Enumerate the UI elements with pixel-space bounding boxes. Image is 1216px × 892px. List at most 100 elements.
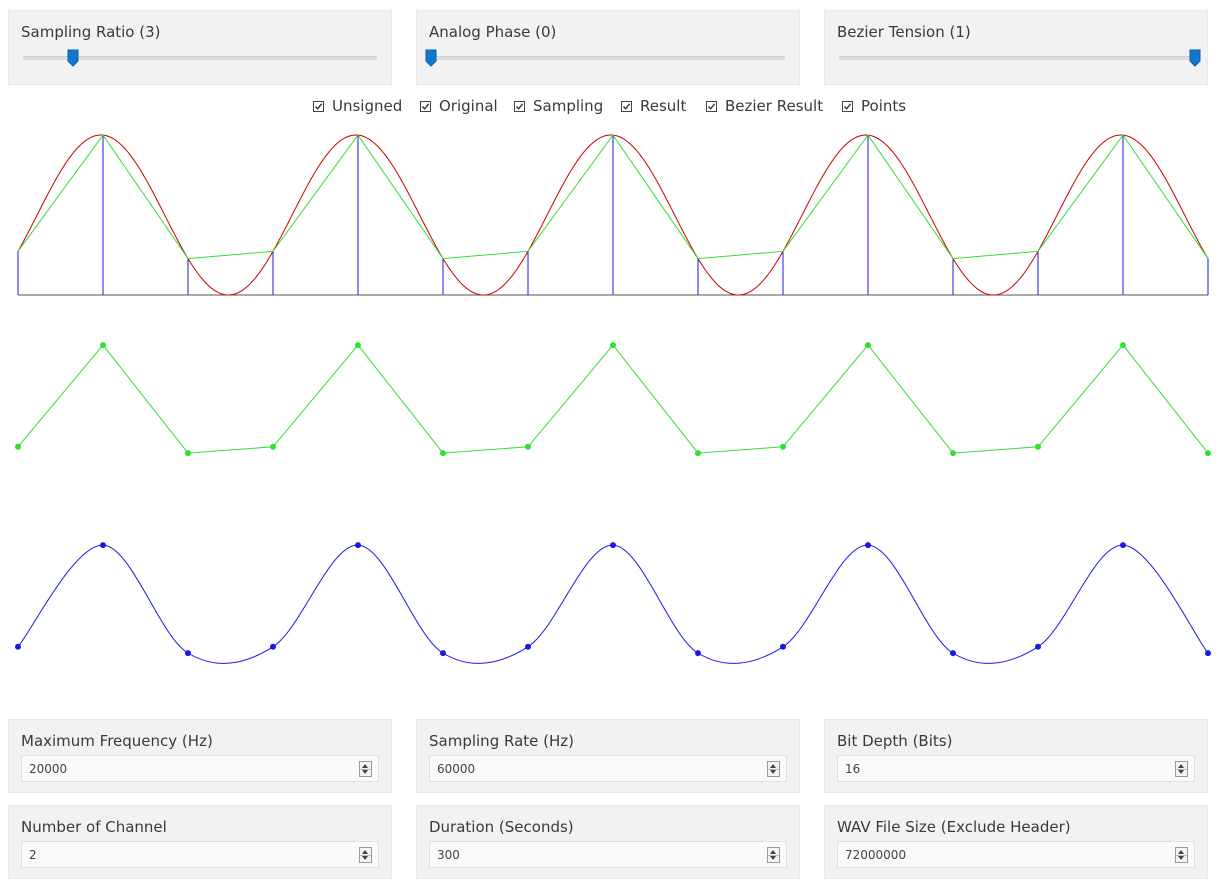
max-frequency-spinner[interactable]	[359, 761, 372, 777]
bezier-tension-slider-thumb[interactable]	[1189, 49, 1201, 67]
spinner-down-icon[interactable]	[1178, 856, 1184, 860]
bit-depth-input[interactable]: 16	[837, 755, 1195, 782]
bit-depth-value: 16	[845, 762, 861, 776]
max-frequency-value: 20000	[29, 762, 68, 776]
duration-value: 300	[437, 848, 460, 862]
sampling-ratio-slider-thumb[interactable]	[67, 49, 79, 67]
sampling-rate-input[interactable]: 60000	[429, 755, 787, 782]
bezier-point	[355, 542, 361, 549]
checkbox-sampling-box[interactable]	[514, 100, 525, 112]
original-plot	[17, 134, 1209, 296]
result-point	[15, 443, 21, 450]
max-frequency-panel: Maximum Frequency (Hz) 20000	[8, 719, 392, 793]
max-frequency-label: Maximum Frequency (Hz)	[21, 732, 213, 750]
result-point	[610, 342, 616, 349]
wav-size-spinner[interactable]	[1175, 847, 1188, 863]
analog-phase-panel: Analog Phase (0)	[416, 10, 800, 85]
result-point	[950, 450, 956, 457]
result-point	[100, 342, 106, 349]
checkbox-result-label: Result	[640, 97, 687, 115]
sampling-rate-value: 60000	[437, 762, 476, 776]
bezier-point	[185, 650, 191, 657]
spinner-down-icon[interactable]	[1178, 770, 1184, 774]
spinner-up-icon[interactable]	[1178, 764, 1184, 768]
duration-input[interactable]: 300	[429, 841, 787, 868]
sampling-rate-panel: Sampling Rate (Hz) 60000	[416, 719, 800, 793]
wav-size-input[interactable]: 72000000	[837, 841, 1195, 868]
checkbox-original[interactable]: Original	[420, 97, 498, 115]
analog-phase-slider-thumb[interactable]	[425, 49, 437, 67]
bezier-point	[100, 542, 106, 549]
bezier-tension-label: Bezier Tension (1)	[837, 23, 971, 41]
spinner-up-icon[interactable]	[362, 850, 368, 854]
duration-panel: Duration (Seconds) 300	[416, 805, 800, 879]
spinner-down-icon[interactable]	[770, 770, 776, 774]
result-line	[17, 134, 1209, 260]
sampling-rate-spinner[interactable]	[767, 761, 780, 777]
result-point	[695, 450, 701, 457]
bezier-point	[1205, 650, 1211, 657]
sampling-rate-label: Sampling Rate (Hz)	[429, 732, 574, 750]
result-line	[17, 344, 1209, 454]
checkbox-result[interactable]: Result	[621, 97, 686, 115]
checkbox-result-box[interactable]	[621, 100, 632, 112]
spinner-up-icon[interactable]	[770, 850, 776, 854]
checkbox-points-box[interactable]	[842, 100, 853, 112]
result-point	[865, 342, 871, 349]
result-point	[1035, 443, 1041, 450]
result-point	[185, 450, 191, 457]
checkbox-unsigned-box[interactable]	[313, 100, 324, 112]
bezier-point	[780, 643, 786, 650]
checkbox-points-label: Points	[861, 97, 907, 115]
checkbox-bezier-result[interactable]: Bezier Result	[706, 97, 823, 115]
bezier-point	[525, 643, 531, 650]
bezier-curve	[17, 544, 1209, 664]
spinner-down-icon[interactable]	[362, 856, 368, 860]
spinner-up-icon[interactable]	[1178, 850, 1184, 854]
result-point	[355, 342, 361, 349]
bezier-point	[15, 643, 21, 650]
channels-panel: Number of Channel 2	[8, 805, 392, 879]
bezier-tension-track[interactable]	[839, 56, 1193, 60]
bit-depth-panel: Bit Depth (Bits) 16	[824, 719, 1208, 793]
display-options: Unsigned Original Sampling Result Bezier…	[0, 97, 1216, 119]
bezier-point	[950, 650, 956, 657]
result-point	[1120, 342, 1126, 349]
checkbox-original-box[interactable]	[420, 100, 431, 112]
spinner-down-icon[interactable]	[770, 856, 776, 860]
wav-size-label: WAV File Size (Exclude Header)	[837, 818, 1071, 836]
result-point	[525, 443, 531, 450]
duration-label: Duration (Seconds)	[429, 818, 574, 836]
channels-input[interactable]: 2	[21, 841, 379, 868]
waveform-plots	[15, 134, 1211, 664]
result-point	[780, 443, 786, 450]
duration-spinner[interactable]	[767, 847, 780, 863]
checkbox-sampling-label: Sampling	[533, 97, 604, 115]
checkbox-unsigned[interactable]: Unsigned	[313, 97, 402, 115]
channels-value: 2	[29, 848, 37, 862]
checkbox-sampling[interactable]: Sampling	[514, 97, 603, 115]
wav-size-panel: WAV File Size (Exclude Header) 72000000	[824, 805, 1208, 879]
analog-phase-track[interactable]	[431, 56, 785, 60]
wav-size-value: 72000000	[845, 848, 907, 862]
checkbox-points[interactable]: Points	[842, 97, 906, 115]
sampling-ratio-label: Sampling Ratio (3)	[21, 23, 161, 41]
bezier-point	[440, 650, 446, 657]
checkbox-unsigned-label: Unsigned	[332, 97, 403, 115]
channels-label: Number of Channel	[21, 818, 167, 836]
bit-depth-spinner[interactable]	[1175, 761, 1188, 777]
bezier-point	[270, 643, 276, 650]
max-frequency-input[interactable]: 20000	[21, 755, 379, 782]
checkbox-bezier-result-box[interactable]	[706, 100, 717, 112]
sampling-ratio-panel: Sampling Ratio (3)	[8, 10, 392, 85]
channels-spinner[interactable]	[359, 847, 372, 863]
checkbox-original-label: Original	[439, 97, 498, 115]
bezier-result-plot	[15, 542, 1211, 664]
bezier-point	[1035, 643, 1041, 650]
sampling-ratio-track[interactable]	[23, 56, 377, 60]
bezier-point	[695, 650, 701, 657]
spinner-up-icon[interactable]	[770, 764, 776, 768]
result-point	[270, 443, 276, 450]
spinner-down-icon[interactable]	[362, 770, 368, 774]
spinner-up-icon[interactable]	[362, 764, 368, 768]
